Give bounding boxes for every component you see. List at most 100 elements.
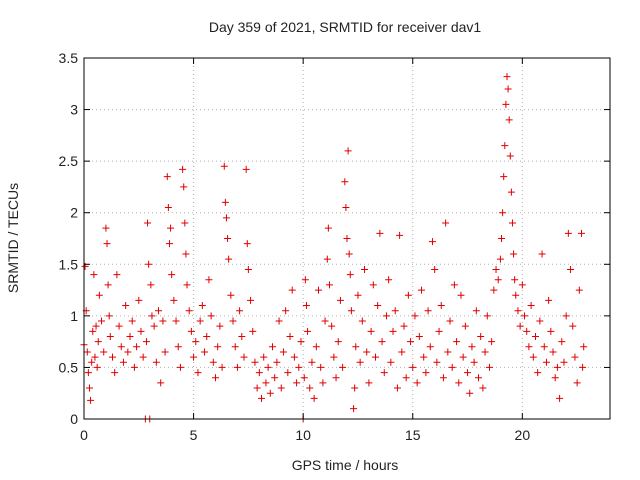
- data-point: [496, 255, 504, 263]
- data-point: [382, 312, 390, 320]
- data-point: [144, 219, 152, 227]
- data-point: [168, 271, 176, 279]
- data-point: [284, 369, 292, 377]
- data-point: [253, 384, 261, 392]
- data-point: [367, 327, 375, 335]
- x-tick-label: 0: [80, 427, 88, 443]
- data-point: [573, 379, 581, 387]
- data-point: [124, 348, 132, 356]
- data-point: [499, 209, 507, 217]
- data-point: [332, 374, 340, 382]
- data-point: [516, 322, 524, 330]
- data-point: [479, 384, 487, 392]
- data-point: [83, 348, 91, 356]
- data-point: [464, 369, 472, 377]
- data-point: [389, 327, 397, 335]
- data-point: [439, 374, 447, 382]
- y-axis-ticks: 0 0.5 1 1.5 2 2.5 3 3.5: [59, 50, 610, 427]
- data-point: [468, 343, 476, 351]
- data-point: [553, 363, 561, 371]
- data-point: [319, 379, 327, 387]
- data-point: [346, 271, 354, 279]
- data-point: [85, 384, 93, 392]
- y-tick-label: 3: [70, 102, 78, 118]
- data-point: [135, 296, 143, 304]
- data-point: [323, 255, 331, 263]
- data-point: [180, 183, 188, 191]
- data-point: [209, 358, 217, 366]
- data-point: [342, 204, 350, 212]
- data-point: [569, 322, 577, 330]
- data-point: [501, 142, 509, 150]
- data-point: [350, 405, 358, 413]
- data-point: [218, 363, 226, 371]
- data-point: [203, 332, 211, 340]
- data-point: [115, 322, 123, 330]
- data-point: [238, 332, 246, 340]
- data-point: [396, 231, 404, 239]
- data-point: [470, 358, 478, 366]
- y-tick-label: 0.5: [59, 359, 79, 375]
- data-point: [196, 317, 204, 325]
- data-point: [224, 235, 232, 242]
- data-point: [529, 353, 537, 361]
- data-point: [391, 307, 399, 315]
- data-point: [508, 219, 516, 227]
- data-point: [172, 317, 180, 325]
- data-point: [507, 188, 515, 196]
- data-point: [344, 147, 352, 155]
- data-point: [117, 343, 125, 351]
- data-point: [475, 374, 482, 382]
- data-point: [404, 291, 412, 299]
- data-point: [302, 302, 310, 310]
- data-point: [89, 327, 97, 335]
- data-point: [233, 363, 241, 371]
- data-point: [297, 338, 305, 346]
- data-point: [244, 265, 252, 273]
- data-point: [306, 384, 314, 392]
- data-point: [361, 265, 369, 273]
- y-tick-label: 3.5: [59, 50, 79, 66]
- data-point: [418, 286, 426, 294]
- data-point: [551, 374, 559, 382]
- data-point: [315, 286, 323, 294]
- data-point: [448, 363, 456, 371]
- data-point: [301, 276, 309, 284]
- data-point: [567, 265, 575, 273]
- data-point: [547, 327, 555, 335]
- data-point: [536, 317, 544, 325]
- data-point: [420, 353, 428, 361]
- data-point: [159, 317, 167, 325]
- data-point: [442, 219, 450, 227]
- data-point: [540, 343, 548, 351]
- data-point: [88, 358, 96, 366]
- data-point: [424, 307, 432, 315]
- data-point: [95, 291, 103, 299]
- y-tick-label: 1: [70, 308, 78, 324]
- data-point: [387, 358, 395, 366]
- data-point: [183, 281, 191, 289]
- data-point: [167, 224, 175, 232]
- data-point: [300, 374, 308, 382]
- data-point: [506, 152, 514, 160]
- data-point: [108, 353, 116, 361]
- data-point: [380, 369, 388, 377]
- data-point: [165, 240, 173, 248]
- data-point: [84, 369, 92, 377]
- data-point: [181, 219, 189, 227]
- data-point: [249, 327, 257, 335]
- data-point: [578, 229, 586, 237]
- data-point: [264, 363, 272, 371]
- data-point: [556, 394, 564, 402]
- data-point: [105, 312, 113, 320]
- data-point: [527, 302, 535, 310]
- data-point: [415, 332, 423, 340]
- data-point: [461, 322, 469, 330]
- data-point: [139, 353, 147, 361]
- data-point: [485, 363, 493, 371]
- data-point: [518, 281, 526, 289]
- x-axis-ticks: 0 5 10 15 20: [80, 58, 530, 443]
- y-axis-label: SRMTID / TECUs: [5, 183, 21, 293]
- y-tick-label: 2.5: [59, 153, 79, 169]
- data-point: [229, 317, 237, 325]
